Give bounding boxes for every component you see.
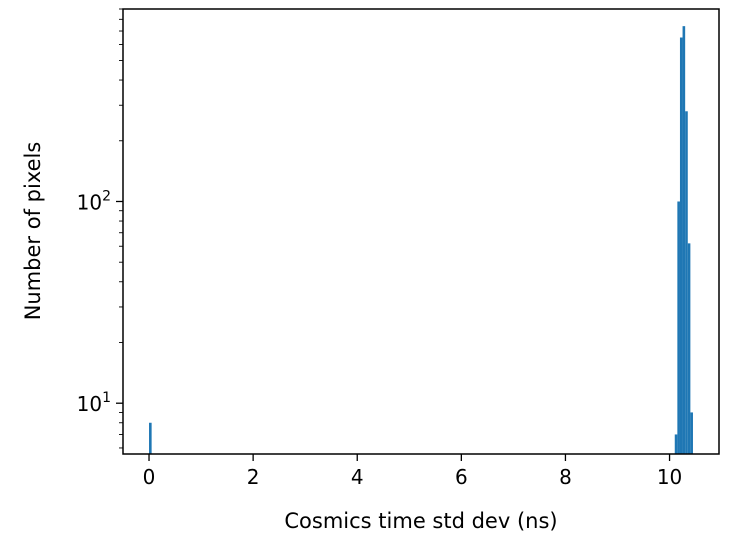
x-tick-label: 8 (559, 465, 572, 489)
histogram-bar (690, 412, 693, 454)
histogram-bar (682, 26, 686, 455)
histogram-bar (677, 201, 680, 454)
y-axis: 101 102 (77, 8, 123, 449)
y-axis-label: Number of pixels (21, 142, 45, 321)
histogram-bar (149, 422, 152, 454)
plot-frame (122, 8, 720, 455)
y-tick-label: 101 (77, 390, 111, 416)
histogram-bar (679, 37, 683, 454)
y-tick-label: 102 (77, 188, 111, 214)
x-tick-label: 10 (657, 465, 682, 489)
histogram-bar (687, 243, 691, 454)
x-tick-label: 4 (351, 465, 364, 489)
x-axis-label: Cosmics time std dev (ns) (284, 509, 557, 533)
x-tick-label: 6 (455, 465, 468, 489)
histogram-bar (674, 434, 678, 454)
x-tick-label: 2 (247, 465, 260, 489)
bars-group (149, 26, 693, 455)
x-tick-label: 0 (143, 465, 156, 489)
x-axis: 0 2 4 6 8 10 (143, 454, 682, 489)
histogram-bar (685, 111, 688, 455)
